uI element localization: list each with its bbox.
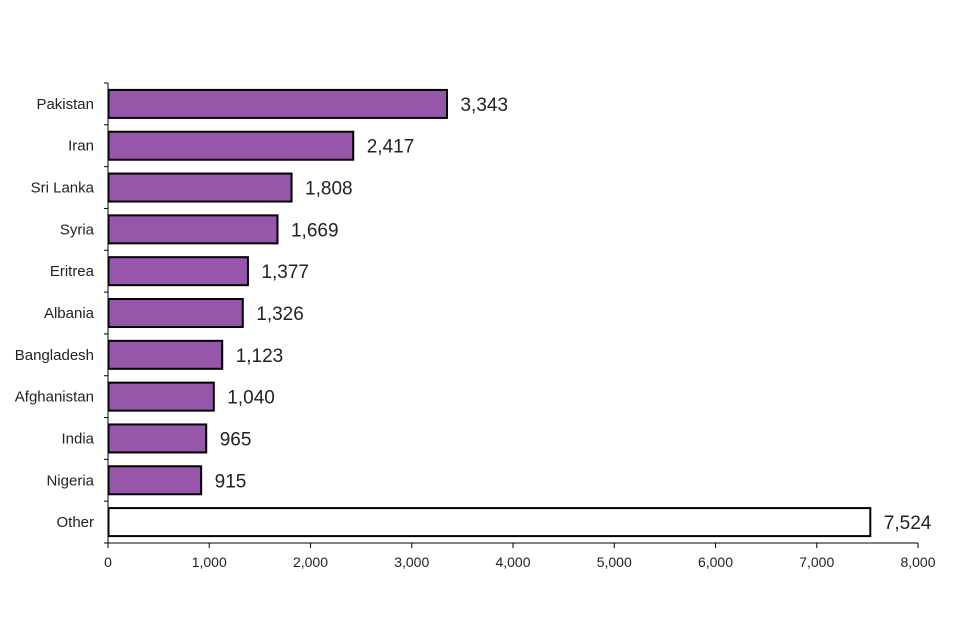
value-label: 1,123 — [236, 346, 284, 367]
x-tick-label: 2,000 — [293, 554, 328, 570]
bar-sri-lanka — [107, 172, 293, 203]
bar-pakistan — [107, 88, 448, 119]
category-label: Bangladesh — [15, 347, 94, 364]
ticks-group: 0 1,000 2,000 3,000 4,000 5,000 6,000 7,000 8,00… — [104, 82, 936, 570]
value-label: 915 — [215, 471, 247, 492]
bar-nigeria — [107, 465, 203, 496]
bars-group: Pakistan 3,343 Iran 2,417 Sri Lanka 1,808 Syri… — [15, 88, 932, 538]
category-label: Nigeria — [46, 472, 94, 489]
x-tick-label: 5,000 — [597, 554, 632, 570]
x-tick-label: 6,000 — [698, 554, 733, 570]
category-label: India — [61, 430, 94, 447]
value-label: 1,040 — [227, 388, 275, 409]
category-label: Sri Lanka — [31, 180, 95, 197]
value-label: 1,326 — [256, 304, 304, 325]
value-label: 1,377 — [261, 262, 309, 283]
bar-albania — [107, 298, 244, 328]
category-label: Pakistan — [36, 96, 94, 113]
value-label: 2,417 — [367, 137, 415, 158]
bar-india — [107, 423, 208, 454]
x-tick-label: 1,000 — [192, 554, 227, 570]
x-tick-label: 4,000 — [495, 554, 530, 570]
value-label: 965 — [220, 429, 252, 450]
category-label: Afghanistan — [15, 389, 94, 406]
category-label: Other — [56, 514, 94, 531]
bar-afghanistan — [107, 381, 215, 412]
bar-bangladesh — [107, 339, 224, 370]
category-label: Iran — [68, 138, 94, 155]
bar-iran — [107, 130, 355, 161]
category-label: Syria — [60, 221, 95, 238]
bar-syria — [107, 214, 279, 245]
value-label: 1,808 — [305, 179, 353, 200]
x-tick-label: 3,000 — [394, 554, 429, 570]
bar-eritrea — [107, 256, 249, 287]
bar-other — [107, 507, 872, 538]
x-tick-label: 8,000 — [900, 554, 935, 570]
x-tick-label: 7,000 — [799, 554, 834, 570]
x-tick-label: 0 — [104, 554, 112, 570]
category-label: Eritrea — [50, 263, 95, 280]
category-label: Albania — [44, 305, 95, 322]
value-label: 1,669 — [291, 220, 339, 241]
value-label: 7,524 — [884, 513, 932, 534]
value-label: 3,343 — [460, 95, 508, 116]
